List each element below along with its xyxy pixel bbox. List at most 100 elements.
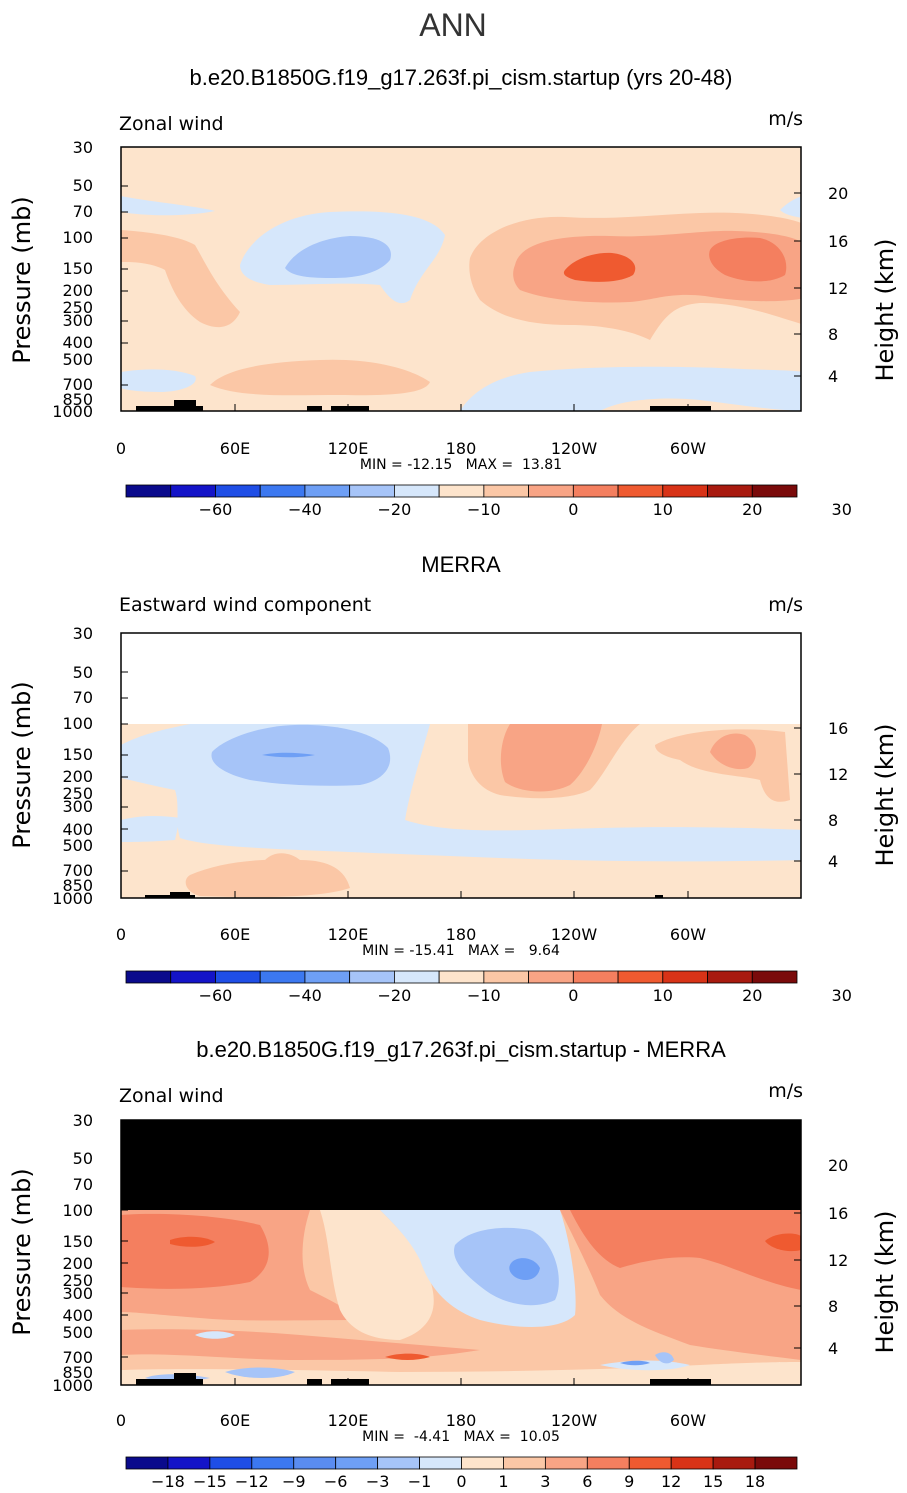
x-axis-ticks: 0 60E 120E 180 120W 60W	[116, 1411, 706, 1430]
y2-tick-label: 8	[828, 1297, 838, 1316]
colorbar-label: 3	[540, 1472, 550, 1491]
y-tick-label: 150	[62, 259, 93, 278]
panel-title: b.e20.B1850G.f19_g17.263f.pi_cism.startu…	[190, 65, 733, 90]
contour-field	[121, 1120, 801, 1385]
colorbar-label: −15	[193, 1472, 227, 1491]
topography	[136, 400, 711, 411]
y2-tick-label: 16	[828, 719, 848, 738]
x-tick-label: 120E	[328, 439, 369, 458]
panel-merra: MERRA Eastward wind component m/s 30 50 …	[8, 552, 899, 1005]
colorbar-swatch	[125, 1456, 169, 1470]
y-axis-ticks: 30 50 70 100 150 200 250 300 400 500 700…	[52, 624, 93, 908]
colorbar-swatch	[125, 484, 172, 498]
y-tick-label: 200	[62, 281, 93, 300]
y-tick-label: 30	[73, 138, 93, 157]
colorbar-label: 12	[661, 1472, 681, 1491]
y-tick-label: 700	[62, 1348, 93, 1367]
y-tick-label: 50	[73, 176, 93, 195]
colorbar-label: 6	[582, 1472, 592, 1491]
y-tick-label: 300	[62, 311, 93, 330]
colorbar-swatch	[586, 1456, 630, 1470]
colorbar-swatch	[349, 484, 395, 498]
colorbar-swatch	[259, 970, 306, 984]
panel-left-label: Zonal wind	[119, 1085, 224, 1107]
panel-title: MERRA	[421, 552, 501, 577]
contour-field	[121, 633, 801, 898]
y-tick-label: 300	[62, 1284, 93, 1303]
colorbar-swatch	[170, 484, 216, 498]
y-axis-label: Pressure (mb)	[8, 1168, 36, 1335]
y-tick-label: 500	[62, 350, 93, 369]
y2-tick-label: 12	[828, 765, 848, 784]
y2-tick-label: 12	[828, 279, 848, 298]
y-tick-label: 400	[62, 333, 93, 352]
colorbar-swatch	[377, 1456, 420, 1470]
colorbar-label: 20	[742, 500, 762, 519]
colorbar-swatch	[349, 970, 395, 984]
y2-tick-label: 8	[828, 325, 838, 344]
colorbar-swatch	[751, 970, 798, 984]
y-tick-label: 500	[62, 1323, 93, 1342]
colorbar-swatch	[167, 1456, 211, 1470]
y-tick-label: 1000	[52, 402, 93, 421]
colorbar-label: −18	[151, 1472, 185, 1491]
y-tick-label: 850	[62, 1363, 93, 1382]
x-tick-label: 180	[446, 925, 477, 944]
panel-left-label: Zonal wind	[119, 113, 224, 135]
y2-tick-label: 12	[828, 1251, 848, 1270]
y2-axis-label: Height (km)	[871, 239, 899, 382]
colorbar-label: 10	[653, 986, 673, 1005]
topography	[136, 1373, 711, 1385]
y-tick-label: 100	[62, 1201, 93, 1220]
colorbar-swatch	[419, 1456, 462, 1470]
y2-axis-label: Height (km)	[871, 1211, 899, 1354]
colorbar-label: −20	[378, 500, 412, 519]
colorbar-label: 30	[832, 986, 852, 1005]
y2-axis-ticks: 20 16 12 8 4	[828, 184, 848, 386]
x-tick-label: 120W	[551, 1411, 598, 1430]
colorbar-swatch	[662, 484, 708, 498]
x-tick-label: 60W	[670, 1411, 706, 1430]
colorbar-label: 0	[456, 1472, 466, 1491]
y-tick-label: 700	[62, 861, 93, 880]
y2-axis-ticks: 20 16 12 8 4	[828, 1156, 848, 1358]
x-tick-label: 120E	[328, 925, 369, 944]
y2-tick-label: 8	[828, 811, 838, 830]
colorbar-swatch	[572, 484, 619, 498]
colorbar-label: −20	[378, 986, 412, 1005]
colorbar-swatch	[751, 484, 798, 498]
colorbar-label: 10	[653, 500, 673, 519]
colorbar-label: −40	[288, 986, 322, 1005]
colorbar-swatch	[125, 970, 172, 984]
colorbar-swatch	[304, 970, 351, 984]
colorbar-swatch	[259, 484, 306, 498]
x-tick-label: 0	[116, 1411, 126, 1430]
colorbar-label: 30	[832, 500, 852, 519]
colorbar-swatch	[170, 970, 216, 984]
x-tick-label: 0	[116, 439, 126, 458]
colorbar-swatch	[304, 484, 351, 498]
y2-tick-label: 16	[828, 232, 848, 251]
x-tick-label: 120W	[551, 439, 598, 458]
colorbar-swatch	[461, 1456, 504, 1470]
colorbar-swatch	[503, 1456, 546, 1470]
y-axis-label: Pressure (mb)	[8, 681, 36, 848]
x-axis-ticks: 0 60E 120E 180 120W 60W	[116, 925, 706, 944]
colorbar-label: −10	[467, 986, 501, 1005]
colorbar-label: −9	[282, 1472, 306, 1491]
colorbar-label: −3	[366, 1472, 390, 1491]
x-axis-ticks: 0 60E 120E 180 120W 60W	[116, 439, 706, 458]
panel-model: b.e20.B1850G.f19_g17.263f.pi_cism.startu…	[8, 65, 899, 519]
colorbar: −60 −40 −20 −10 0 10 20 30	[125, 484, 852, 519]
y-tick-label: 30	[73, 624, 93, 643]
colorbar-swatch	[617, 484, 664, 498]
colorbar-label: −1	[408, 1472, 432, 1491]
colorbar-swatch	[712, 1456, 756, 1470]
y-tick-label: 250	[62, 298, 93, 317]
y-tick-label: 100	[62, 228, 93, 247]
colorbar-label: 18	[745, 1472, 765, 1491]
colorbar-label: −40	[288, 500, 322, 519]
colorbar-swatch	[293, 1456, 337, 1470]
colorbar-swatch	[483, 484, 530, 498]
main-title: ANN	[419, 7, 487, 43]
